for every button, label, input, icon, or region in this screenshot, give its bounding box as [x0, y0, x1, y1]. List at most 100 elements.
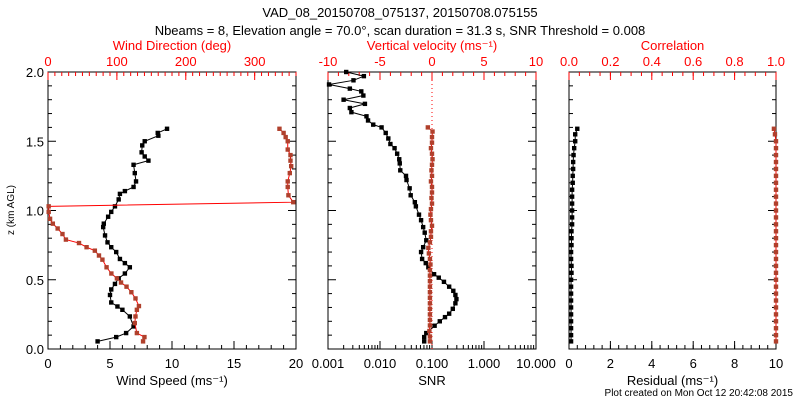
snr-point: [364, 114, 369, 119]
correlation-point: [773, 222, 779, 227]
wind-direction-point: [287, 170, 292, 176]
wind-speed-point: [95, 339, 100, 344]
x-tick-label: 0.100: [416, 356, 449, 371]
wind-direction-line: [48, 128, 295, 342]
vertical-velocity-point: [428, 262, 433, 267]
snr-line: [328, 71, 457, 342]
snr-point: [349, 109, 354, 115]
vertical-velocity-point: [428, 229, 434, 234]
wind-speed-point: [140, 143, 145, 148]
y-tick-label: 1.0: [26, 204, 44, 219]
residual-point: [568, 291, 574, 296]
snr-point: [424, 330, 429, 336]
residual-point: [570, 173, 575, 179]
snr-point: [347, 86, 353, 91]
residual-point: [568, 332, 574, 338]
correlation-point: [773, 326, 779, 331]
residual-point: [569, 263, 574, 269]
wind-direction-point: [142, 334, 147, 340]
vertical-velocity-point: [427, 328, 432, 334]
correlation-point: [773, 270, 779, 276]
vertical-velocity-point: [428, 145, 434, 151]
correlation-point: [773, 229, 779, 234]
snr-point: [344, 69, 349, 75]
residual-point: [571, 145, 577, 151]
vertical-velocity-point: [427, 284, 433, 289]
y-axis-label: z (km AGL): [6, 185, 17, 235]
x-tick-label: 0: [565, 356, 572, 371]
snr-point: [397, 161, 402, 166]
top-x-tick-label: 10: [529, 54, 543, 69]
wind-speed-point: [114, 249, 119, 255]
x-tick-label: 6: [690, 356, 697, 371]
wind-direction-point: [118, 280, 124, 285]
snr-point: [397, 157, 402, 162]
y-tick-label: 0.0: [26, 342, 44, 357]
snr-point: [413, 204, 419, 209]
snr-point: [392, 145, 397, 151]
snr-point: [420, 245, 426, 250]
correlation-point: [773, 256, 779, 262]
vertical-velocity-point: [429, 223, 435, 228]
snr-point: [446, 284, 452, 289]
x-tick-label: 0: [44, 356, 51, 371]
residual-point: [569, 222, 575, 227]
snr-point: [432, 323, 437, 328]
residual-point: [569, 215, 575, 220]
vertical-velocity-point: [429, 151, 435, 156]
residual-point: [570, 166, 576, 172]
wind-speed-point: [117, 191, 123, 197]
vertical-velocity-point: [426, 245, 431, 251]
correlation-point: [773, 145, 779, 151]
residual-point: [571, 152, 576, 158]
wind-direction-point: [288, 152, 293, 158]
y-tick-label: 2.0: [26, 65, 44, 80]
wind-speed-point: [142, 154, 147, 159]
correlation-point: [773, 180, 779, 185]
residual-point: [569, 229, 574, 234]
vertical-velocity-point: [427, 267, 433, 273]
y-tick-label: 1.5: [26, 134, 44, 149]
vertical-velocity-point: [427, 301, 433, 306]
correlation-point: [773, 194, 779, 199]
snr-point: [403, 173, 409, 179]
wind-speed-point: [133, 179, 139, 184]
x-tick-label: 10.000: [516, 356, 556, 371]
residual-point: [568, 319, 574, 324]
vertical-velocity-point: [430, 129, 435, 134]
snr-point: [341, 97, 346, 102]
snr-point: [386, 136, 391, 141]
wind-direction-point: [96, 253, 102, 258]
residual-point: [569, 270, 574, 276]
wind-direction-point: [286, 193, 291, 198]
vertical-velocity-point: [427, 273, 433, 278]
wind-direction-point: [92, 248, 98, 253]
snr-point: [422, 339, 427, 344]
correlation-point: [773, 208, 779, 213]
top-axis-title: Correlation: [641, 38, 705, 53]
x-tick-label: 15: [227, 356, 241, 371]
residual-point: [569, 208, 575, 213]
panel-2: 0.001 0.010 0.100 1.000 10.000 -10 -5 0 5 10 Verti…: [312, 38, 556, 388]
correlation-point: [771, 126, 777, 131]
snr-point: [359, 89, 364, 94]
snr-point: [431, 272, 437, 277]
wind-speed-point: [117, 256, 123, 262]
wind-speed-point: [109, 287, 114, 292]
vertical-velocity-point: [426, 251, 432, 256]
wind-direction-point: [124, 284, 129, 289]
vertical-velocity-point: [429, 162, 435, 167]
snr-point: [422, 334, 427, 340]
vertical-velocity-point: [429, 173, 435, 179]
correlation-point: [773, 332, 779, 338]
plot-frame: [568, 71, 777, 350]
residual-point: [569, 242, 574, 248]
correlation-point: [773, 173, 779, 179]
vertical-velocity-point: [429, 140, 435, 145]
snr-point: [361, 73, 367, 79]
x-tick-label: 10: [769, 356, 783, 371]
wind-speed-point: [107, 292, 113, 298]
correlation-point: [773, 312, 779, 317]
